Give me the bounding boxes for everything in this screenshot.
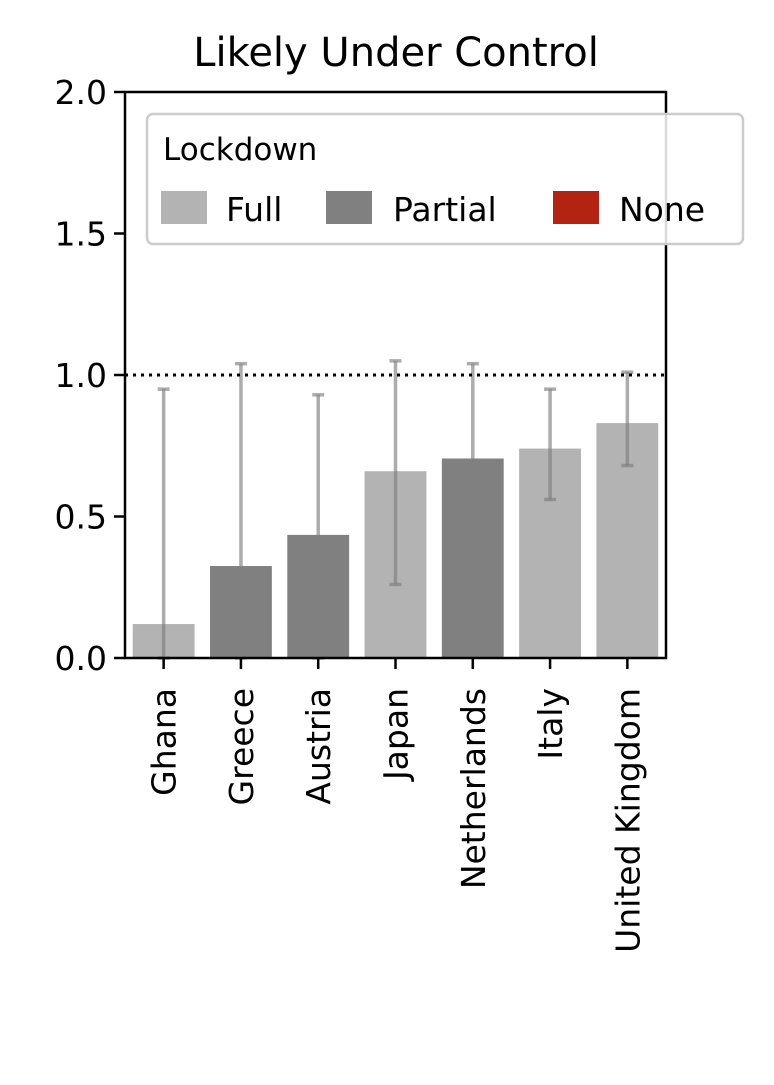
legend-title: Lockdown [163,132,317,168]
y-tick-label: 2.0 [55,73,107,112]
legend-label: Partial [393,190,497,229]
y-tick-label: 1.5 [55,215,107,254]
y-tick-label: 0.0 [55,639,107,678]
y-tick-label: 1.0 [55,356,107,395]
legend-swatch [553,191,599,224]
y-tick-label: 0.5 [55,498,107,537]
x-tick-label: Greece [222,688,261,805]
legend-label: None [619,190,705,229]
x-tick-label: Ghana [145,688,184,796]
plot-area: 0.0 0.5 1.0 1.5 2.0 Ghana Greece Austria Japan Ne… [55,73,668,953]
legend-swatch [161,191,207,224]
legend: Lockdown Full Partial None [145,112,745,246]
x-tick-label: Austria [299,688,338,805]
legend-swatch [326,191,372,224]
chart-title: Likely Under Control [193,30,599,76]
x-tick-label: United Kingdom [608,688,647,953]
legend-label: Full [226,190,282,229]
x-tick-label: Netherlands [454,688,493,889]
x-tick-label: Italy [531,688,570,760]
x-tick-label: Japan [377,688,416,782]
